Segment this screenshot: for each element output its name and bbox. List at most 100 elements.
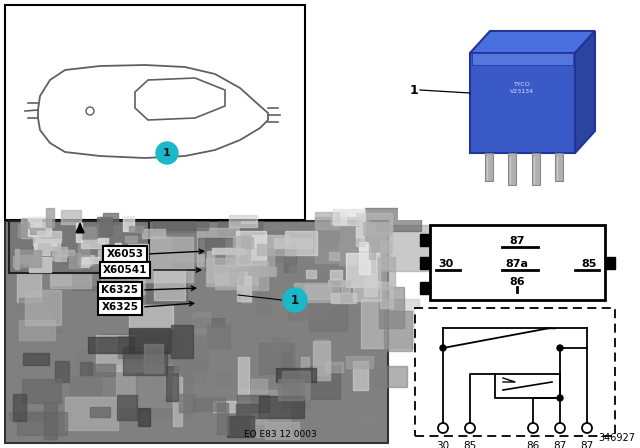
Bar [118, 336, 170, 358]
Bar [115, 243, 122, 250]
Bar [18, 224, 34, 237]
Bar [315, 217, 368, 263]
Bar [233, 236, 250, 270]
Text: 86: 86 [526, 441, 540, 448]
Bar [166, 366, 178, 401]
Bar [227, 416, 254, 437]
Bar [5, 221, 388, 443]
Bar [19, 319, 55, 340]
Bar [359, 242, 367, 250]
Bar [287, 294, 328, 320]
Bar [309, 303, 348, 332]
Bar [330, 293, 356, 303]
Bar [136, 331, 175, 350]
Bar [353, 281, 381, 302]
Bar [46, 208, 54, 228]
Circle shape [555, 423, 565, 433]
Bar [76, 349, 111, 375]
Bar [285, 231, 317, 255]
Bar [305, 284, 339, 302]
Bar [58, 250, 74, 255]
Bar [306, 270, 316, 278]
Bar [315, 339, 328, 375]
Bar [146, 272, 187, 303]
Bar [341, 280, 350, 293]
Circle shape [557, 395, 563, 401]
Bar [20, 218, 42, 238]
Bar [369, 224, 374, 259]
Bar [294, 283, 331, 299]
Bar [80, 362, 92, 375]
Bar [22, 379, 61, 403]
Bar [376, 225, 433, 271]
Bar [52, 287, 61, 333]
Bar [241, 194, 256, 223]
Bar [165, 371, 179, 394]
Text: X6053: X6053 [106, 249, 143, 259]
Bar [22, 227, 32, 233]
Bar [65, 397, 118, 430]
Bar [123, 216, 134, 231]
Bar [23, 255, 30, 265]
Bar [242, 237, 253, 248]
Bar [99, 250, 118, 259]
Bar [325, 362, 342, 372]
Bar [9, 221, 149, 273]
Bar [251, 379, 268, 424]
Bar [212, 248, 248, 253]
Bar [248, 247, 274, 275]
Bar [116, 395, 137, 419]
Polygon shape [575, 31, 595, 153]
Bar [154, 360, 205, 383]
Bar [79, 255, 93, 265]
Bar [55, 255, 66, 261]
Bar [207, 251, 214, 282]
Bar [97, 217, 109, 222]
Bar [55, 361, 69, 382]
Bar [329, 252, 339, 260]
Bar [174, 335, 208, 372]
Bar [153, 213, 208, 230]
Bar [228, 215, 257, 228]
Bar [72, 242, 100, 289]
Bar [353, 361, 369, 390]
Bar [173, 377, 182, 426]
Bar [101, 256, 121, 261]
Bar [179, 394, 195, 412]
Circle shape [438, 423, 448, 433]
Circle shape [283, 288, 307, 312]
Bar [259, 343, 294, 374]
Bar [282, 345, 291, 381]
Bar [129, 226, 143, 232]
Bar [171, 325, 193, 358]
Bar [346, 356, 373, 368]
Bar [80, 258, 89, 267]
Bar [380, 282, 394, 308]
Bar [88, 364, 115, 376]
Bar [253, 267, 276, 276]
Bar [257, 244, 295, 254]
Bar [385, 311, 412, 351]
Bar [485, 153, 493, 181]
Bar [88, 337, 134, 353]
Bar [236, 404, 259, 418]
Text: K6325: K6325 [102, 285, 138, 295]
Bar [115, 252, 137, 259]
Bar [379, 287, 404, 328]
Bar [70, 376, 101, 394]
Bar [205, 238, 224, 272]
Bar [346, 254, 380, 287]
Bar [306, 366, 340, 399]
Bar [330, 270, 342, 279]
Bar [148, 199, 195, 232]
Bar [197, 228, 239, 266]
Bar [30, 228, 44, 234]
Bar [139, 237, 193, 282]
Bar [359, 245, 370, 274]
Bar [315, 212, 339, 228]
Text: 87a: 87a [506, 259, 529, 269]
Text: 1: 1 [291, 293, 299, 306]
Bar [118, 248, 142, 266]
Text: 1: 1 [163, 148, 171, 158]
Bar [34, 243, 56, 254]
